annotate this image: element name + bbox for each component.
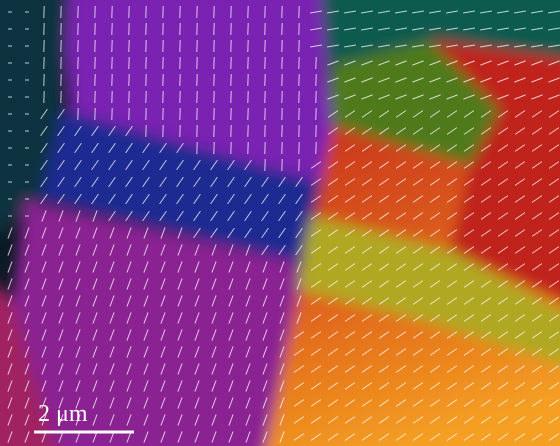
scale-label: 2 μm — [38, 401, 88, 427]
page: {"scale_bar": {"label": "2 μm"}} 2 μm ((… — [0, 0, 560, 446]
domains — [0, 0, 560, 446]
micrograph: 2 μm — [0, 0, 560, 446]
